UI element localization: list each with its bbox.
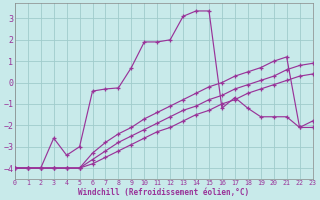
X-axis label: Windchill (Refroidissement éolien,°C): Windchill (Refroidissement éolien,°C) — [78, 188, 249, 197]
